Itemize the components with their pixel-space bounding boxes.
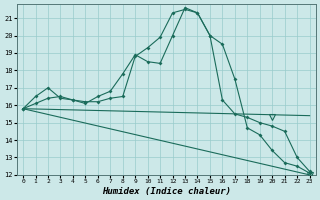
X-axis label: Humidex (Indice chaleur): Humidex (Indice chaleur) xyxy=(102,187,231,196)
